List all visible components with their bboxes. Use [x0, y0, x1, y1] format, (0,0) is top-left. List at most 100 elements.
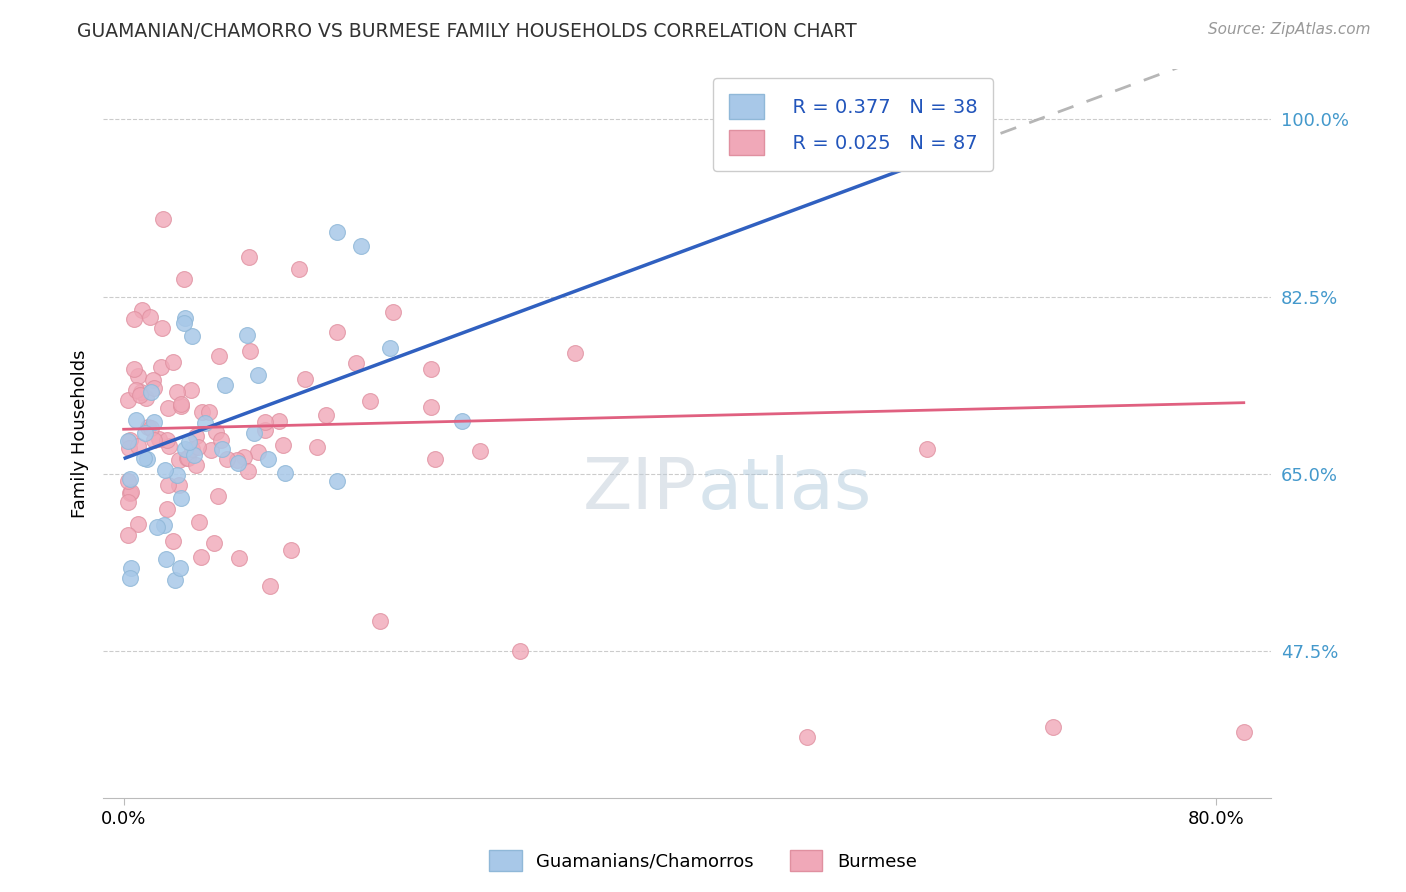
Point — [273, 437, 295, 451]
Point — [208, 349, 231, 363]
Point — [247, 444, 270, 458]
Point — [127, 439, 149, 453]
Point — [152, 212, 174, 227]
Point — [127, 516, 149, 531]
Point — [326, 325, 349, 339]
Point — [131, 303, 153, 318]
Point — [326, 225, 349, 239]
Point — [122, 312, 145, 326]
Point — [239, 343, 262, 358]
Point — [150, 359, 173, 374]
Point — [120, 433, 142, 447]
Point — [150, 321, 173, 335]
Point — [170, 397, 193, 411]
Point — [419, 400, 441, 414]
Point — [142, 373, 165, 387]
Point — [197, 405, 219, 419]
Point — [274, 466, 297, 480]
Point — [238, 250, 260, 264]
Point — [135, 391, 157, 405]
Point — [184, 429, 207, 443]
Point — [1042, 720, 1064, 734]
Text: Source: ZipAtlas.com: Source: ZipAtlas.com — [1208, 22, 1371, 37]
Point — [242, 426, 264, 441]
Point — [129, 388, 152, 402]
Point — [451, 414, 474, 428]
Point — [180, 442, 202, 456]
Point — [280, 542, 302, 557]
Point — [169, 453, 191, 467]
Point — [188, 515, 211, 529]
Point — [425, 452, 447, 467]
Point — [1233, 725, 1256, 739]
Point — [176, 451, 198, 466]
Point — [118, 571, 141, 585]
Point — [120, 471, 142, 485]
Point — [183, 448, 205, 462]
Point — [344, 356, 367, 370]
Point — [226, 456, 249, 470]
Point — [190, 549, 212, 564]
Point — [180, 383, 202, 397]
Point — [122, 362, 145, 376]
Point — [217, 451, 239, 466]
Point — [294, 372, 316, 386]
Point — [117, 434, 139, 449]
Point — [378, 341, 401, 355]
Point — [232, 450, 254, 464]
Point — [796, 731, 818, 745]
Point — [117, 393, 139, 408]
Point — [564, 346, 586, 360]
Point — [211, 442, 233, 456]
Point — [167, 477, 190, 491]
Point — [162, 534, 184, 549]
Point — [259, 579, 281, 593]
Point — [305, 441, 328, 455]
Point — [148, 432, 170, 446]
Point — [156, 433, 179, 447]
Point — [228, 551, 250, 566]
Point — [156, 501, 179, 516]
Point — [194, 416, 217, 430]
Point — [125, 384, 148, 398]
Point — [381, 304, 404, 318]
Point — [254, 423, 277, 437]
Text: GUAMANIAN/CHAMORRO VS BURMESE FAMILY HOUSEHOLDS CORRELATION CHART: GUAMANIAN/CHAMORRO VS BURMESE FAMILY HOU… — [77, 22, 858, 41]
Text: atlas: atlas — [697, 455, 872, 524]
Point — [117, 475, 139, 489]
Point — [139, 310, 162, 325]
Point — [135, 452, 157, 467]
Point — [142, 415, 165, 429]
Point — [181, 328, 204, 343]
Point — [236, 465, 259, 479]
Point — [315, 409, 337, 423]
Point — [368, 614, 391, 628]
Point — [509, 644, 531, 658]
Point — [269, 414, 291, 428]
Point — [127, 368, 149, 383]
Point — [129, 385, 152, 400]
Point — [257, 451, 280, 466]
Point — [143, 381, 166, 395]
Point — [170, 399, 193, 413]
Point — [420, 362, 443, 376]
Point — [117, 528, 139, 542]
Point — [163, 573, 186, 587]
Point — [226, 452, 249, 467]
Point — [153, 463, 176, 477]
Point — [117, 441, 139, 455]
Point — [359, 394, 381, 409]
Point — [236, 327, 259, 342]
Point — [157, 478, 180, 492]
Point — [162, 355, 184, 369]
Point — [325, 474, 347, 488]
Point — [174, 442, 197, 457]
Point — [170, 491, 193, 506]
Point — [186, 441, 208, 455]
Point — [209, 433, 232, 447]
Legend:   R = 0.377   N = 38,   R = 0.025   N = 87: R = 0.377 N = 38, R = 0.025 N = 87 — [713, 78, 993, 171]
Point — [118, 486, 141, 500]
Point — [169, 560, 191, 574]
Y-axis label: Family Households: Family Households — [72, 349, 89, 517]
Point — [139, 421, 162, 435]
